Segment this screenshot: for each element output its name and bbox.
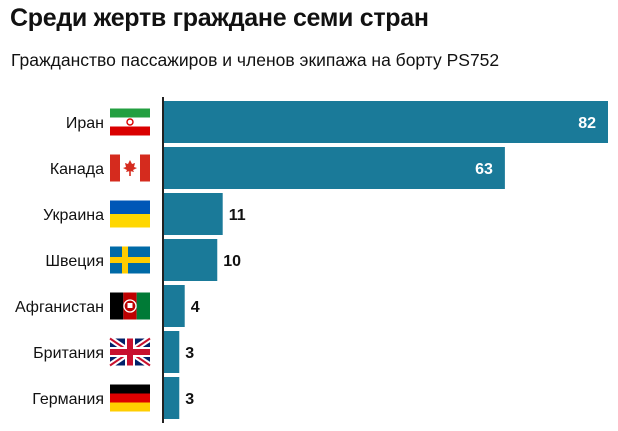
data-label: 63 bbox=[475, 161, 493, 178]
afghanistan-flag-icon bbox=[110, 292, 150, 320]
bar bbox=[163, 147, 505, 189]
data-label: 3 bbox=[185, 391, 194, 408]
germany-flag-icon bbox=[110, 384, 150, 412]
iran-flag-icon bbox=[110, 108, 150, 136]
canada-flag-icon bbox=[110, 154, 150, 182]
category-label: Швеция bbox=[45, 253, 104, 270]
category-label: Иран bbox=[66, 115, 104, 132]
ukraine-flag-icon bbox=[110, 200, 150, 228]
category-label: Украина bbox=[43, 207, 104, 224]
sweden-flag-icon bbox=[110, 246, 150, 274]
uk-flag-icon bbox=[108, 336, 152, 368]
data-label: 3 bbox=[185, 345, 194, 362]
data-label: 11 bbox=[229, 207, 246, 224]
bar bbox=[163, 285, 185, 327]
data-label: 82 bbox=[578, 115, 596, 132]
data-label: 4 bbox=[191, 299, 200, 316]
category-label: Афганистан bbox=[15, 299, 104, 316]
chart-subtitle: Гражданство пассажиров и членов экипажа … bbox=[11, 50, 500, 70]
category-label: Британия bbox=[33, 345, 104, 362]
category-label: Германия bbox=[32, 391, 104, 408]
data-label: 10 bbox=[223, 253, 241, 270]
bar bbox=[163, 193, 223, 235]
bar bbox=[163, 239, 218, 281]
bar bbox=[163, 377, 180, 419]
category-label: Канада bbox=[50, 161, 104, 178]
bar bbox=[163, 101, 608, 143]
bar bbox=[163, 331, 180, 373]
chart-title: Среди жертв граждане семи стран bbox=[10, 4, 429, 32]
